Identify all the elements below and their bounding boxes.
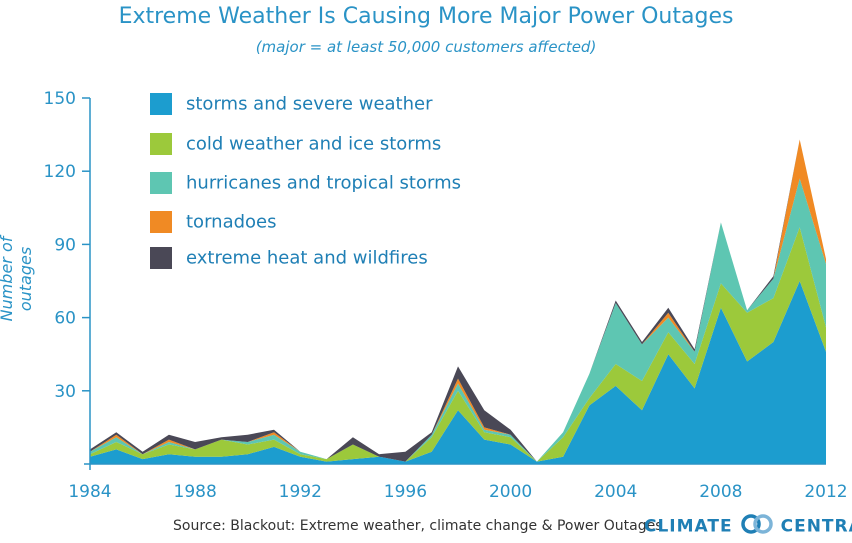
legend-item: tornadoes [150, 211, 276, 233]
logo-rings-icon [739, 514, 775, 539]
axes [82, 97, 826, 470]
x-tick-label: 1992 [279, 482, 322, 502]
legend-label: tornadoes [186, 211, 277, 233]
y-tick-label: 120 [44, 162, 76, 182]
area-series-1 [90, 281, 826, 464]
legend-label: storms and severe weather [186, 93, 433, 115]
x-tick-label: 2008 [699, 482, 742, 502]
legend-swatch [150, 211, 172, 233]
y-tick-label: 90 [54, 235, 76, 255]
legend-item: extreme heat and wildfires [150, 247, 428, 269]
legend-swatch [150, 93, 172, 115]
area-series-2 [90, 227, 826, 462]
climate-central-logo: CLIMATE CENTRAL [644, 514, 852, 539]
legend-swatch [150, 133, 172, 155]
area-layers [90, 139, 826, 464]
legend-item: cold weather and ice storms [150, 133, 441, 155]
x-tick-label: 2004 [594, 482, 637, 502]
x-tick-label: 1996 [384, 482, 427, 502]
source-note: Source: Blackout: Extreme weather, clima… [173, 518, 663, 534]
y-tick-labels: 30 60 90 120 150 [44, 89, 76, 402]
logo-text-right: CENTRAL [780, 516, 852, 537]
legend-swatch [150, 172, 172, 194]
x-tick-label: 2012 [804, 482, 847, 502]
y-tick-label: 150 [44, 89, 76, 109]
x-tick-label: 2000 [489, 482, 532, 502]
y-tick-label: 30 [54, 382, 76, 402]
legend-item: hurricanes and tropical storms [150, 172, 461, 194]
legend-swatch [150, 247, 172, 269]
logo-text-left: CLIMATE [644, 516, 733, 537]
x-tick-label: 1984 [68, 482, 111, 502]
legend-label: hurricanes and tropical storms [186, 172, 461, 194]
chart-title: Extreme Weather Is Causing More Major Po… [118, 4, 734, 29]
chart-subtitle: (major = at least 50,000 customers affec… [255, 38, 597, 56]
legend-item: storms and severe weather [150, 93, 433, 115]
legend-label: extreme heat and wildfires [186, 247, 428, 269]
legend-label: cold weather and ice storms [186, 133, 442, 155]
y-tick-label: 60 [54, 309, 76, 329]
x-tick-labels: 1984 1988 1992 1996 2000 2004 2008 2012 [68, 482, 847, 502]
x-tick-label: 1988 [174, 482, 217, 502]
